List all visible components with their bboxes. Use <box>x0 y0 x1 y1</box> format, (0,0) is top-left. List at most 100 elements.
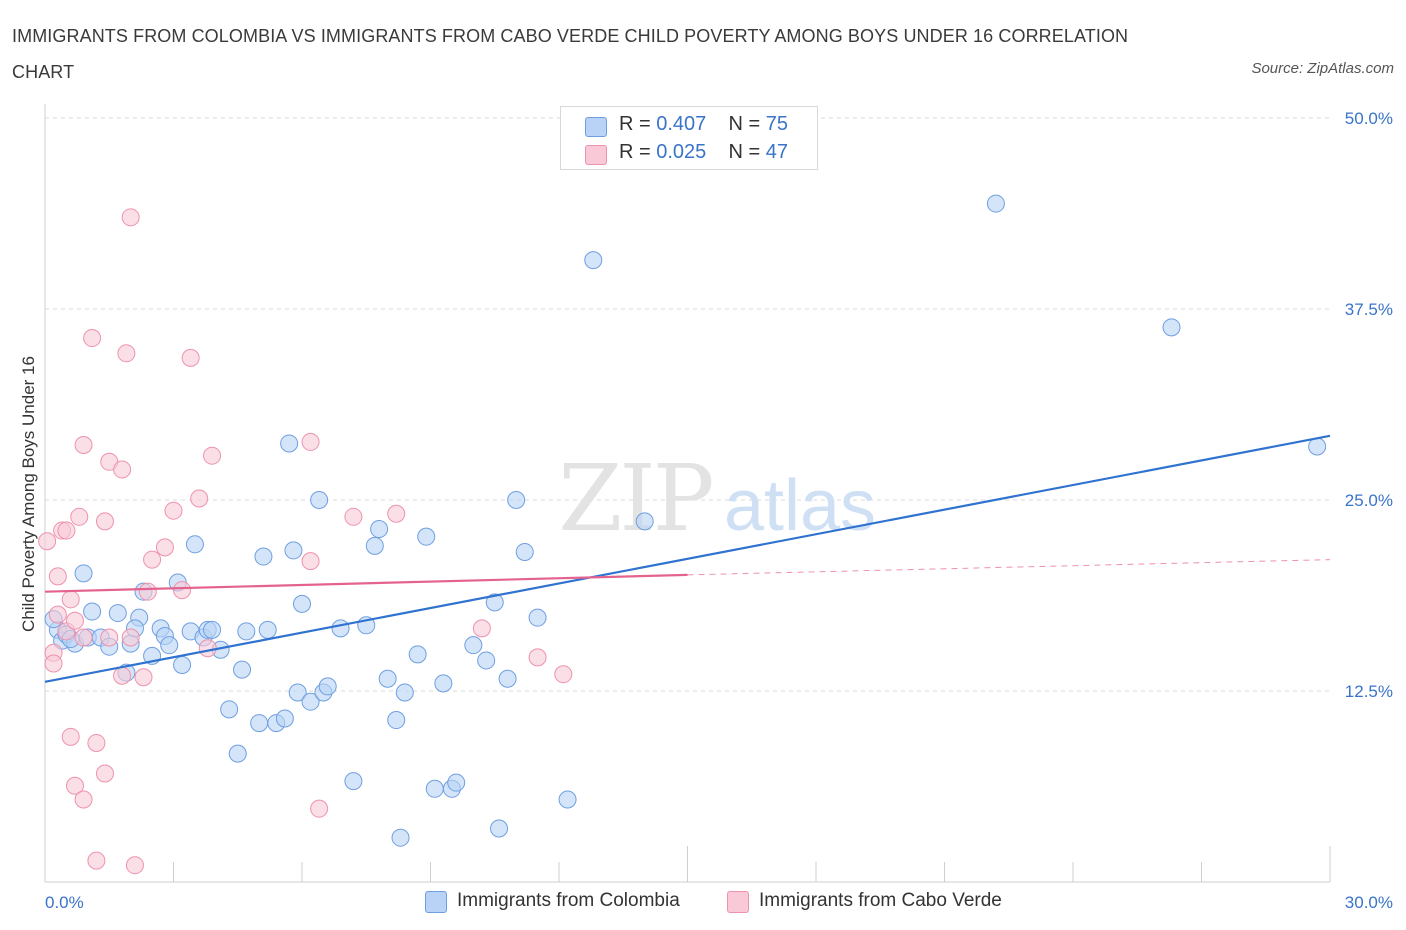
point-caboverde <box>528 648 547 667</box>
point-caboverde <box>61 727 80 746</box>
gridlines <box>45 117 1330 692</box>
source-label: Source: ZipAtlas.com <box>1251 60 1394 77</box>
point-caboverde <box>121 628 140 647</box>
point-caboverde <box>125 856 144 875</box>
point-colombia <box>310 491 329 509</box>
point-caboverde <box>100 628 119 647</box>
point-colombia <box>284 541 303 560</box>
point-colombia <box>258 620 277 639</box>
point-colombia <box>477 651 496 670</box>
point-colombia <box>74 564 93 583</box>
point-colombia <box>220 700 239 719</box>
point-colombia <box>173 656 192 675</box>
point-caboverde <box>554 665 573 684</box>
point-colombia <box>391 828 410 847</box>
point-colombia <box>288 683 307 702</box>
watermark-atlas: atlas <box>724 466 876 546</box>
point-colombia <box>237 622 256 641</box>
point-caboverde <box>87 733 106 752</box>
trend-line-caboverde-extension <box>687 559 1331 576</box>
point-caboverde <box>155 538 174 557</box>
series-legend: Immigrants from Colombia Immigrants from… <box>0 890 1406 916</box>
point-caboverde <box>387 504 406 523</box>
point-colombia <box>425 779 444 798</box>
trend-line-colombia <box>44 434 1331 683</box>
point-colombia <box>233 660 252 679</box>
point-caboverde <box>134 668 153 687</box>
point-colombia <box>515 542 534 561</box>
point-caboverde <box>181 348 200 367</box>
point-colombia <box>558 790 577 809</box>
point-caboverde <box>301 552 320 571</box>
point-caboverde <box>190 489 209 508</box>
point-colombia <box>301 692 320 711</box>
point-caboverde <box>198 639 217 658</box>
point-caboverde <box>74 628 93 647</box>
point-caboverde <box>113 666 132 685</box>
point-colombia <box>203 620 222 639</box>
legend-label-colombia: Immigrants from Colombia <box>457 890 680 911</box>
chart-title: IMMIGRANTS FROM COLOMBIA VS IMMIGRANTS F… <box>12 26 1129 82</box>
point-colombia <box>365 536 384 555</box>
y-tick-label: 37.5% <box>1345 300 1393 319</box>
point-caboverde <box>74 790 93 809</box>
point-colombia <box>408 645 427 664</box>
point-colombia <box>635 512 654 531</box>
point-colombia <box>387 711 406 730</box>
point-colombia <box>318 677 337 696</box>
point-caboverde <box>48 605 67 624</box>
point-caboverde <box>87 851 106 870</box>
point-caboverde <box>143 550 162 569</box>
point-caboverde <box>48 567 67 586</box>
point-colombia <box>986 194 1005 213</box>
point-colombia <box>395 683 414 702</box>
point-caboverde <box>44 654 63 673</box>
y-axis-label: Child Poverty Among Boys Under 16 <box>19 356 38 632</box>
point-caboverde <box>301 432 320 451</box>
point-colombia <box>185 535 204 554</box>
point-caboverde <box>472 619 491 638</box>
point-colombia <box>370 520 389 539</box>
x-tick-label: 0.0% <box>45 893 84 912</box>
point-colombia <box>434 674 453 693</box>
point-colombia <box>378 669 397 688</box>
point-caboverde <box>95 764 114 783</box>
point-colombia <box>498 669 517 688</box>
point-colombia <box>83 602 102 621</box>
point-colombia <box>160 636 179 655</box>
point-colombia <box>417 527 436 546</box>
point-colombia <box>528 608 547 627</box>
point-colombia <box>447 773 466 792</box>
point-colombia <box>280 434 299 453</box>
correlation-legend: R = 0.407 N = 75 R = 0.025 N = 47 <box>560 106 818 170</box>
point-colombia <box>1308 437 1327 456</box>
point-colombia <box>485 593 504 612</box>
point-caboverde <box>173 581 192 600</box>
point-colombia <box>331 619 350 638</box>
point-colombia <box>1162 318 1181 337</box>
point-colombia <box>584 251 603 270</box>
point-caboverde <box>138 582 157 601</box>
point-caboverde <box>310 799 329 818</box>
point-caboverde <box>113 460 132 479</box>
y-tick-label: 12.5% <box>1345 682 1393 701</box>
point-caboverde <box>121 208 140 227</box>
point-caboverde <box>95 512 114 531</box>
point-colombia <box>254 547 273 566</box>
point-caboverde <box>70 507 89 526</box>
point-caboverde <box>117 344 136 363</box>
legend-swatch-caboverde-bottom <box>727 891 749 913</box>
point-caboverde <box>74 435 93 454</box>
point-caboverde <box>164 501 183 520</box>
watermark-zip: ZIP <box>558 445 711 552</box>
y-tick-label: 50.0% <box>1345 109 1393 128</box>
point-colombia <box>293 594 311 613</box>
point-caboverde <box>57 521 76 540</box>
point-caboverde <box>61 590 80 609</box>
legend-stats-caboverde: R = 0.025 N = 47 <box>619 141 789 163</box>
point-caboverde <box>203 446 222 465</box>
legend-swatch-caboverde <box>585 145 607 165</box>
point-colombia <box>228 744 247 763</box>
legend-stats-colombia: R = 0.407 N = 75 <box>619 113 789 135</box>
